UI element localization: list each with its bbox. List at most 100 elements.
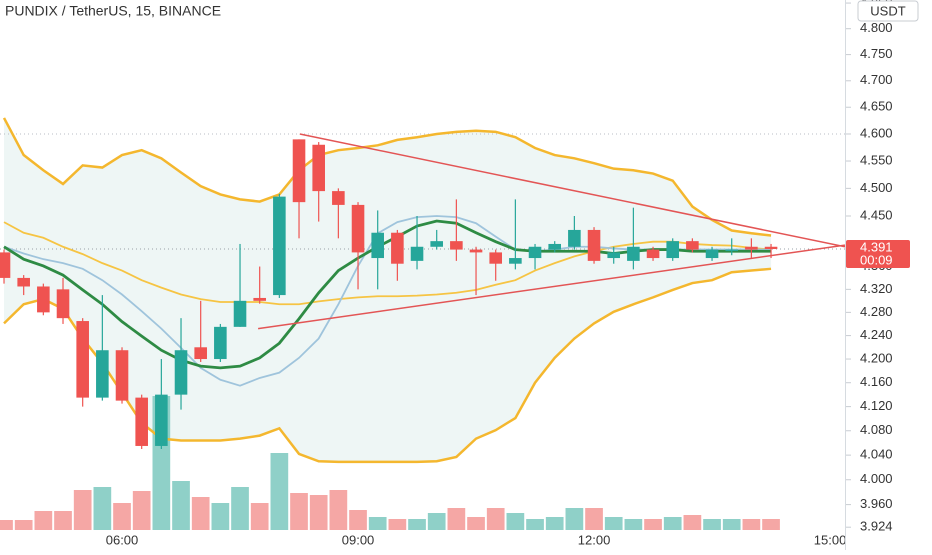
volume-bar — [34, 511, 53, 530]
volume-bar — [113, 503, 131, 530]
candle-body — [115, 350, 129, 401]
volume-bar — [329, 490, 348, 530]
volume-bar — [250, 503, 269, 530]
candle-body — [705, 249, 719, 259]
volume-bar — [624, 519, 643, 530]
candle-body — [528, 246, 542, 259]
candle-body — [450, 241, 463, 250]
candle-body — [56, 289, 70, 319]
volume-bar — [545, 517, 564, 530]
volume-bar — [644, 519, 662, 530]
candle-body — [0, 252, 11, 278]
y-tick-label: 4.500 — [860, 180, 893, 195]
candle-body — [155, 394, 168, 446]
y-tick-label: 3.960 — [860, 496, 893, 511]
y-tick-label: 4.040 — [860, 447, 893, 462]
y-tick-label: 4.600 — [860, 125, 893, 140]
candle-body — [725, 249, 739, 252]
candle-body — [174, 350, 188, 395]
volume-bar — [742, 519, 761, 530]
last-price-box — [846, 240, 910, 269]
volume-bar — [290, 493, 308, 530]
candle-body — [332, 191, 345, 205]
volume-bar — [447, 508, 466, 530]
candle-body — [76, 321, 89, 398]
volume-bar — [703, 519, 721, 530]
volume-bar — [427, 513, 446, 530]
candle-body — [627, 246, 640, 261]
volume-bar — [191, 497, 210, 530]
chart-title: PUNDIX / TetherUS, 15, BINANCE — [5, 3, 221, 19]
volume-bar — [506, 513, 525, 530]
currency-label: USDT — [870, 3, 905, 18]
volume-bar — [0, 520, 13, 530]
candle-body — [135, 397, 148, 446]
candle-body — [686, 241, 699, 250]
candle-body — [666, 241, 680, 259]
y-tick-label: 4.320 — [860, 281, 893, 296]
candle-body — [410, 246, 424, 261]
candle-body — [253, 297, 266, 301]
x-tick-label: 09:00 — [342, 532, 375, 547]
candle-body — [351, 204, 365, 253]
candle-body — [489, 252, 502, 264]
volume-bar — [467, 517, 485, 530]
y-tick-label: 4.800 — [860, 20, 893, 35]
y-tick-label: 4.120 — [860, 398, 893, 413]
volume-bar — [683, 515, 702, 530]
candle-body — [745, 246, 758, 250]
volume-bar — [408, 519, 426, 530]
y-tick-label: 4.240 — [860, 327, 893, 342]
candle-body — [430, 241, 443, 247]
y-tick-label: 4.000 — [860, 471, 893, 486]
volume-bar — [388, 519, 407, 530]
volume-bar — [368, 517, 387, 530]
volume-bar — [722, 519, 741, 530]
candle-body — [312, 144, 325, 192]
candle-body — [273, 196, 286, 296]
candle-body — [233, 300, 247, 327]
price-axis-panel — [845, 0, 932, 550]
volume-bar — [349, 510, 367, 530]
y-tick-label: 4.550 — [860, 152, 893, 167]
trendline — [299, 133, 845, 248]
volume-bar — [526, 519, 544, 530]
y-tick-label: 3.924 — [860, 519, 893, 534]
y-tick-label: 4.280 — [860, 304, 893, 319]
last-price-label: 4.391 — [860, 239, 893, 254]
volume-bar — [585, 508, 603, 530]
volume-bar — [93, 487, 112, 530]
candle-body — [509, 258, 522, 264]
y-tick-label: 4.160 — [860, 374, 893, 389]
y-tick-label: 4.450 — [860, 207, 893, 222]
volume-bar — [604, 517, 623, 530]
indicator-line — [3, 221, 772, 306]
candle-body — [292, 139, 306, 203]
volume-bar — [663, 517, 682, 530]
candle-body — [469, 249, 483, 253]
volume-bar — [231, 487, 249, 530]
countdown-label: 00:09 — [860, 252, 893, 267]
candle-body — [568, 229, 581, 247]
candle-body — [96, 350, 109, 398]
candle-body — [391, 232, 404, 264]
candle-body — [37, 286, 50, 313]
volume-bar — [73, 490, 92, 530]
y-tick-label: 4.080 — [860, 422, 893, 437]
y-tick-label: 4.700 — [860, 72, 893, 87]
volume-bar — [565, 508, 584, 530]
volume-bar — [309, 495, 328, 530]
volume-bar — [54, 511, 72, 530]
x-tick-label: 15:00 — [814, 532, 847, 547]
candle-body — [371, 232, 384, 259]
y-tick-label: 4.200 — [860, 350, 893, 365]
band-fill — [4, 117, 772, 462]
volume-bar — [486, 508, 505, 530]
price-axis: 4.8504.8004.7504.7004.6504.6004.5504.500… — [846, 0, 910, 534]
currency-box[interactable] — [857, 0, 919, 22]
candle-body — [607, 252, 621, 259]
y-tick-label: 4.650 — [860, 99, 893, 114]
volume-bar — [132, 491, 151, 530]
volume-bar — [762, 519, 780, 530]
